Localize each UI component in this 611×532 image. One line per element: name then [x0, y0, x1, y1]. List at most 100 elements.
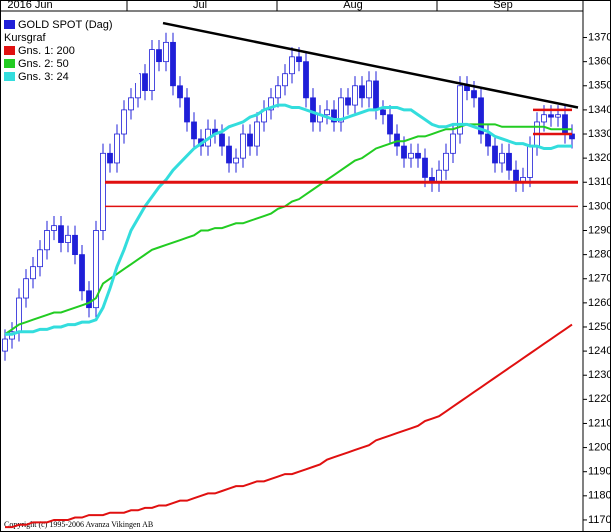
- candle-body: [380, 109, 386, 116]
- y-tick-label: 1300: [588, 200, 611, 212]
- y-tick-label: 1320: [588, 152, 611, 164]
- candle-body: [191, 121, 197, 140]
- candle-body: [450, 133, 456, 154]
- candle-body: [492, 145, 498, 164]
- candle-body: [219, 133, 225, 147]
- candle-body: [366, 80, 372, 99]
- candle-body: [324, 109, 330, 116]
- candle-body: [436, 169, 442, 183]
- candle-body: [226, 145, 232, 164]
- candle-body: [541, 114, 547, 123]
- candle-body: [478, 97, 484, 135]
- candle-body: [65, 234, 71, 243]
- candle-body: [387, 114, 393, 135]
- candle-body: [457, 85, 463, 135]
- y-tick-label: 1280: [588, 249, 611, 261]
- y-tick-label: 1310: [588, 176, 611, 188]
- candle-body: [499, 152, 505, 164]
- candle-body: [443, 152, 449, 171]
- candle-body: [100, 152, 106, 231]
- y-tick-label: 1340: [588, 104, 611, 116]
- candle-body: [513, 169, 519, 183]
- legend-label: Gns. 3: 24: [18, 71, 69, 83]
- candle-body: [58, 225, 64, 243]
- y-tick-label: 1370: [588, 31, 611, 43]
- candle-body: [394, 133, 400, 147]
- candle-body: [282, 73, 288, 87]
- candle-body: [128, 97, 134, 111]
- candle-body: [79, 254, 85, 292]
- candle-body: [121, 109, 127, 135]
- copyright: Copyright (c) 1995-2006 Avanza Vikingen …: [4, 520, 153, 529]
- candle-body: [72, 234, 78, 256]
- month-label: Jul: [193, 0, 207, 11]
- legend-label: GOLD SPOT (Dag): [18, 19, 113, 31]
- y-tick-label: 1250: [588, 321, 611, 333]
- candle-body: [86, 290, 92, 309]
- candle-body: [548, 114, 554, 118]
- candle-body: [51, 225, 57, 231]
- candle-body: [30, 266, 36, 280]
- month-label: Sep: [493, 0, 513, 11]
- y-tick-label: 1360: [588, 56, 611, 68]
- moving-average: [4, 123, 572, 336]
- candle-body: [44, 230, 50, 251]
- candle-body: [506, 152, 512, 171]
- candle-body: [401, 145, 407, 159]
- y-tick-label: 1200: [588, 441, 611, 453]
- candle-body: [240, 133, 246, 159]
- candle-body: [93, 230, 99, 309]
- candle-body: [338, 97, 344, 123]
- legend-swatch: [4, 20, 15, 29]
- month-label: 2016 Jun: [7, 0, 52, 11]
- candle-body: [37, 249, 43, 268]
- trendline: [162, 21, 579, 109]
- y-tick-label: 1170: [588, 514, 611, 526]
- candle-body: [170, 41, 176, 87]
- candle-body: [184, 97, 190, 123]
- y-tick-label: 1180: [588, 490, 611, 502]
- legend-box: [1, 17, 139, 83]
- candle-body: [415, 152, 421, 159]
- candle-body: [247, 133, 253, 147]
- candle-body: [345, 97, 351, 106]
- candle-body: [310, 97, 316, 123]
- candle-body: [114, 133, 120, 164]
- candle-body: [296, 56, 302, 63]
- candle-body: [303, 61, 309, 99]
- candle-body: [527, 145, 533, 178]
- candle-body: [2, 338, 8, 352]
- legend-label: Gns. 2: 50: [18, 58, 69, 70]
- candle-body: [233, 157, 239, 164]
- candle-body: [471, 90, 477, 99]
- y-tick-label: 1220: [588, 393, 611, 405]
- candle-body: [373, 80, 379, 111]
- candle-body: [422, 157, 428, 178]
- y-tick-label: 1350: [588, 80, 611, 92]
- y-tick-label: 1270: [588, 273, 611, 285]
- candle-body: [485, 133, 491, 147]
- moving-average: [5, 103, 572, 336]
- y-tick-label: 1210: [588, 417, 611, 429]
- candle-body: [275, 85, 281, 99]
- legend-swatch: [4, 72, 15, 81]
- y-tick-label: 1260: [588, 297, 611, 309]
- candle-body: [352, 85, 358, 106]
- candle-body: [177, 85, 183, 99]
- legend-label: Kursgraf: [4, 32, 47, 44]
- candle-body: [163, 41, 169, 63]
- y-tick-label: 1190: [588, 466, 611, 478]
- moving-average: [5, 323, 573, 529]
- legend-swatch: [4, 46, 15, 55]
- y-tick-label: 1240: [588, 345, 611, 357]
- candle-body: [23, 278, 29, 299]
- y-tick-label: 1330: [588, 128, 611, 140]
- candle-body: [562, 114, 568, 135]
- y-tick-label: 1230: [588, 369, 611, 381]
- candle-body: [331, 109, 337, 123]
- month-label: Aug: [343, 0, 363, 11]
- candle-body: [142, 73, 148, 91]
- candle-body: [268, 97, 274, 111]
